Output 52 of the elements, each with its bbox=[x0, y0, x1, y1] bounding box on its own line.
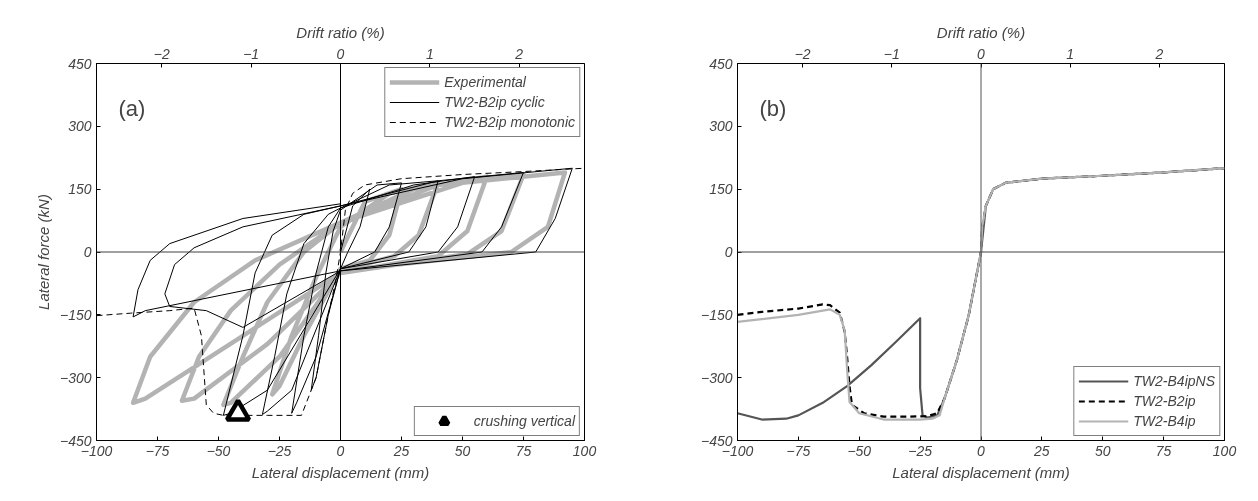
y-axis-title: Lateral force (kN) bbox=[34, 194, 52, 310]
x2-tick-label: −2 bbox=[794, 45, 811, 62]
x2-tick-label: 2 bbox=[514, 45, 524, 62]
x-tick-label: −50 bbox=[206, 442, 231, 459]
y-tick-label: −150 bbox=[59, 306, 92, 323]
x-tick-label: 50 bbox=[454, 442, 471, 459]
x-tick-label: 100 bbox=[572, 442, 597, 459]
x-tick-label: 75 bbox=[1155, 442, 1172, 459]
x-tick-label: 25 bbox=[392, 442, 410, 459]
x-tick-label: 50 bbox=[1094, 442, 1111, 459]
x-tick-label: 0 bbox=[977, 442, 986, 459]
y-tick-label: 0 bbox=[83, 244, 92, 260]
x2-tick-label: −1 bbox=[243, 45, 260, 62]
y-tick-label: 450 bbox=[68, 55, 92, 72]
x2-tick-label: 0 bbox=[336, 45, 345, 62]
x-tick-label: −25 bbox=[267, 442, 292, 459]
x-tick-label: −50 bbox=[847, 442, 872, 459]
legend-label: Experimental bbox=[444, 74, 526, 90]
legend-label: TW2-B4ip bbox=[1133, 413, 1196, 429]
annotation: (b) bbox=[759, 95, 787, 121]
x2-tick-label: −2 bbox=[153, 45, 170, 62]
y-tick-label: 450 bbox=[709, 55, 733, 72]
x-tick-label: 25 bbox=[1033, 442, 1050, 459]
x-axis-title: Lateral displacement (mm) bbox=[251, 463, 430, 481]
x-tick-label: −25 bbox=[908, 442, 933, 459]
y-tick-label: 300 bbox=[709, 118, 733, 135]
legend-label: crushing vertical bbox=[473, 413, 575, 429]
x2-axis-title: Drift ratio (%) bbox=[936, 23, 1026, 41]
annotation: (a) bbox=[118, 95, 146, 121]
y-tick-label: 0 bbox=[724, 244, 733, 260]
legend-label: TW2-B2ip bbox=[1133, 393, 1196, 409]
x2-tick-label: 0 bbox=[977, 45, 986, 62]
y-tick-label: −300 bbox=[700, 369, 733, 386]
legend-label: TW2-B2ip monotonic bbox=[444, 114, 575, 130]
y-tick-label: −150 bbox=[700, 306, 733, 323]
x-tick-label: 100 bbox=[1212, 442, 1237, 459]
x2-tick-label: 2 bbox=[1154, 45, 1164, 62]
y-tick-label: 300 bbox=[68, 118, 92, 135]
legend-label: TW2-B2ip cyclic bbox=[444, 94, 545, 110]
legend-label: TW2-B4ipNS bbox=[1133, 373, 1215, 389]
y-tick-label: −300 bbox=[59, 369, 92, 386]
y-tick-label: 150 bbox=[709, 181, 733, 198]
y-tick-label: 150 bbox=[68, 181, 92, 198]
x-tick-label: 0 bbox=[336, 442, 345, 459]
x2-tick-label: 1 bbox=[425, 45, 434, 62]
x-axis-title: Lateral displacement (mm) bbox=[892, 463, 1070, 481]
x2-tick-label: 1 bbox=[1066, 45, 1075, 62]
x-tick-label: −75 bbox=[145, 442, 170, 459]
x2-tick-label: −1 bbox=[883, 45, 900, 62]
x2-axis-title: Drift ratio (%) bbox=[296, 23, 385, 41]
x-tick-label: 75 bbox=[515, 442, 532, 459]
x-tick-label: −75 bbox=[786, 442, 811, 459]
